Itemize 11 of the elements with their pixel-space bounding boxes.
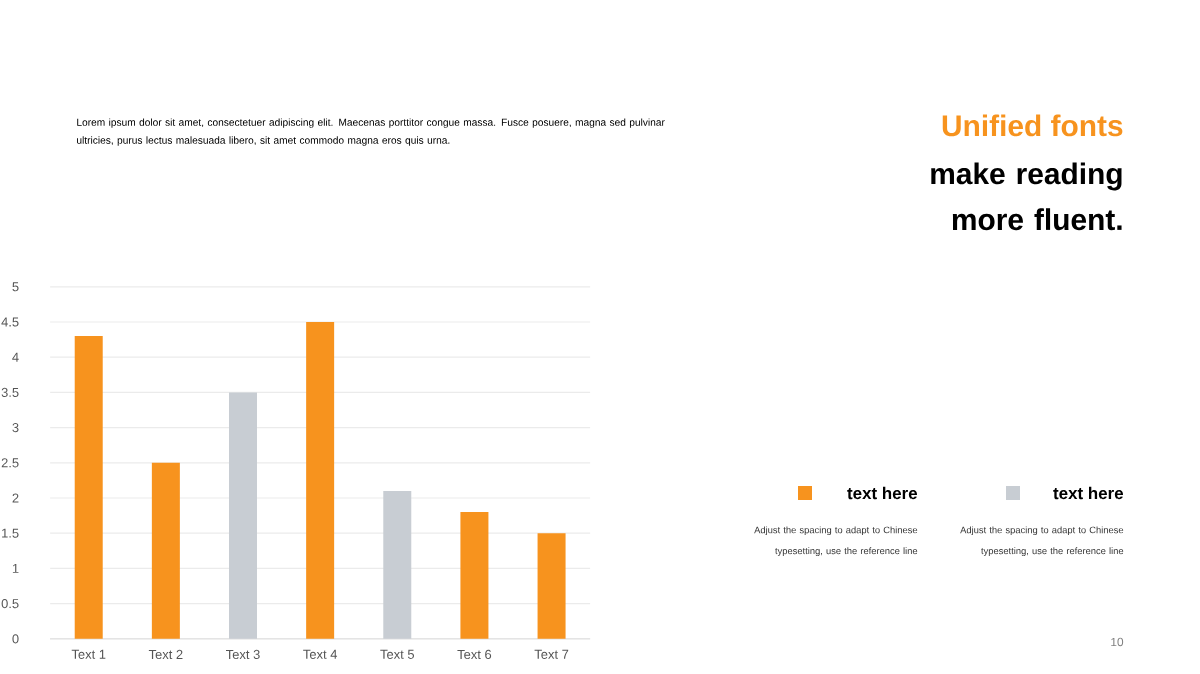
bar: [460, 512, 489, 639]
text: Unified fonts: [942, 114, 1123, 137]
bar: [151, 462, 180, 639]
bar: [537, 533, 566, 639]
legend-label: text here: [847, 486, 918, 500]
bar: [383, 490, 412, 639]
bar: [306, 322, 335, 639]
bar: [74, 336, 103, 639]
bar: [229, 392, 257, 639]
legend-label: text here: [1053, 486, 1124, 500]
text: make reading more fluent.: [931, 162, 1122, 231]
